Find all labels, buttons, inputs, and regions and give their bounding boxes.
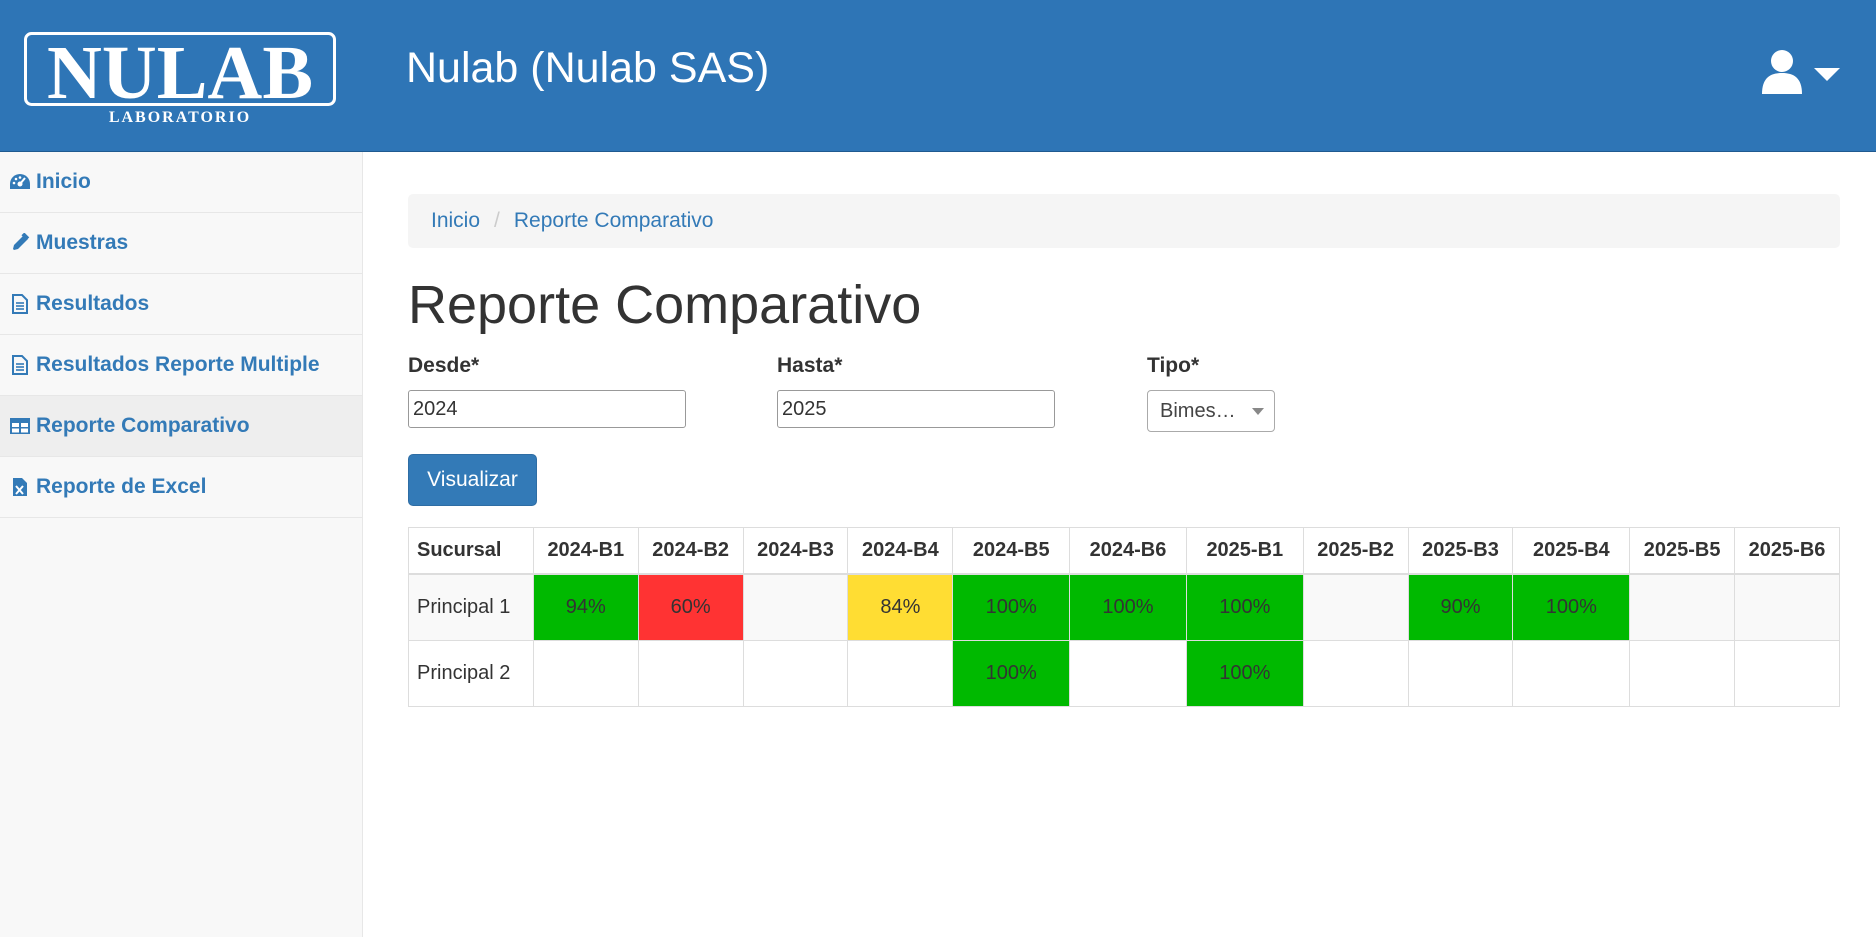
sidebar-item-label: Reporte de Excel bbox=[36, 475, 207, 498]
sidebar-item-label: Muestras bbox=[36, 231, 129, 254]
percentage-cell bbox=[1069, 640, 1187, 707]
tipo-label: Tipo* bbox=[1147, 354, 1200, 377]
desde-label: Desde* bbox=[408, 354, 480, 377]
column-header: 2024-B5 bbox=[952, 527, 1071, 575]
caret-down-icon bbox=[1814, 68, 1840, 81]
percentage-cell: 100% bbox=[1185, 640, 1304, 707]
tipo-select[interactable]: Bimes… bbox=[1147, 390, 1275, 432]
percentage-cell bbox=[847, 640, 954, 707]
sidebar-item-muestras[interactable]: Muestras bbox=[0, 213, 362, 274]
percentage-cell bbox=[1512, 640, 1631, 707]
table-row: Principal 2 100% 100% bbox=[408, 640, 1840, 707]
column-header: Sucursal bbox=[408, 527, 534, 575]
percentage-cell bbox=[1629, 640, 1736, 707]
percentage-cell: 100% bbox=[952, 573, 1071, 641]
user-icon bbox=[1762, 50, 1840, 94]
percentage-cell bbox=[1629, 573, 1736, 641]
chevron-down-icon bbox=[1252, 408, 1264, 415]
column-header: 2024-B6 bbox=[1069, 527, 1187, 575]
breadcrumb-home-link[interactable]: Inicio bbox=[431, 209, 481, 232]
breadcrumb: Inicio / Reporte Comparativo bbox=[408, 194, 1840, 248]
sidebar-item-reporte-de-excel[interactable]: Reporte de Excel bbox=[0, 457, 362, 518]
visualizar-button[interactable]: Visualizar bbox=[408, 454, 537, 506]
percentage-cell: 60% bbox=[637, 573, 744, 641]
comparative-report-table: Sucursal 2024-B1 2024-B2 2024-B3 2024-B4… bbox=[408, 527, 1840, 707]
sidebar-item-label: Resultados Reporte Multiple bbox=[36, 353, 320, 376]
file-text-icon bbox=[9, 293, 31, 315]
sidebar-item-reporte-comparativo[interactable]: Reporte Comparativo bbox=[0, 396, 362, 457]
percentage-cell bbox=[1734, 640, 1840, 707]
column-header: 2024-B4 bbox=[847, 527, 954, 575]
percentage-cell: 84% bbox=[847, 573, 954, 641]
column-header: 2024-B3 bbox=[742, 527, 849, 575]
percentage-cell bbox=[1407, 640, 1514, 707]
tipo-selected-value: Bimes… bbox=[1160, 399, 1236, 422]
desde-input[interactable] bbox=[408, 390, 686, 428]
percentage-cell bbox=[1302, 573, 1409, 641]
column-header: 2025-B5 bbox=[1629, 527, 1736, 575]
table-header-row: Sucursal 2024-B1 2024-B2 2024-B3 2024-B4… bbox=[408, 527, 1840, 575]
file-excel-icon bbox=[9, 476, 31, 498]
page-title: Reporte Comparativo bbox=[408, 275, 922, 335]
table-icon bbox=[9, 415, 31, 437]
app-title: Nulab (Nulab SAS) bbox=[406, 44, 770, 92]
sidebar: Inicio Muestras Resultados Resultados Re… bbox=[0, 152, 363, 937]
percentage-cell bbox=[742, 640, 849, 707]
top-navbar: NULAB LABORATORIO Nulab (Nulab SAS) bbox=[0, 0, 1876, 152]
column-header: 2025-B4 bbox=[1512, 527, 1631, 575]
sidebar-item-label: Reporte Comparativo bbox=[36, 414, 250, 437]
sidebar-item-resultados-reporte-multiple[interactable]: Resultados Reporte Multiple bbox=[0, 335, 362, 396]
percentage-cell bbox=[1734, 573, 1840, 641]
sucursal-cell: Principal 1 bbox=[408, 573, 534, 641]
percentage-cell bbox=[742, 573, 849, 641]
percentage-cell bbox=[532, 640, 639, 707]
column-header: 2025-B6 bbox=[1734, 527, 1840, 575]
percentage-cell bbox=[637, 640, 744, 707]
column-header: 2025-B2 bbox=[1302, 527, 1409, 575]
sucursal-cell: Principal 2 bbox=[408, 640, 534, 707]
percentage-cell: 100% bbox=[1069, 573, 1187, 641]
sidebar-item-inicio[interactable]: Inicio bbox=[0, 152, 362, 213]
logo-subtext: LABORATORIO bbox=[109, 109, 251, 124]
dashboard-icon bbox=[9, 171, 31, 193]
breadcrumb-separator: / bbox=[494, 209, 500, 232]
sidebar-item-label: Inicio bbox=[36, 170, 91, 193]
sidebar-item-resultados[interactable]: Resultados bbox=[0, 274, 362, 335]
percentage-cell: 100% bbox=[1185, 573, 1304, 641]
percentage-cell: 100% bbox=[1512, 573, 1631, 641]
percentage-cell: 100% bbox=[952, 640, 1071, 707]
user-menu-dropdown[interactable] bbox=[1760, 48, 1842, 100]
hasta-label: Hasta* bbox=[777, 354, 843, 377]
table-row: Principal 1 94% 60% 84% 100% 100% 100% 90% 100% bbox=[408, 573, 1840, 641]
percentage-cell bbox=[1302, 640, 1409, 707]
percentage-cell: 90% bbox=[1407, 573, 1514, 641]
logo-text: NULAB bbox=[47, 32, 313, 115]
column-header: 2025-B3 bbox=[1407, 527, 1514, 575]
hasta-input[interactable] bbox=[777, 390, 1055, 428]
column-header: 2024-B1 bbox=[532, 527, 639, 575]
eyedropper-icon bbox=[9, 232, 31, 254]
percentage-cell: 94% bbox=[532, 573, 639, 641]
nulab-logo[interactable]: NULAB LABORATORIO bbox=[24, 32, 336, 124]
sidebar-item-label: Resultados bbox=[36, 292, 150, 315]
breadcrumb-current-link[interactable]: Reporte Comparativo bbox=[513, 209, 714, 232]
file-text-icon bbox=[9, 354, 31, 376]
column-header: 2024-B2 bbox=[637, 527, 744, 575]
column-header: 2025-B1 bbox=[1185, 527, 1304, 575]
